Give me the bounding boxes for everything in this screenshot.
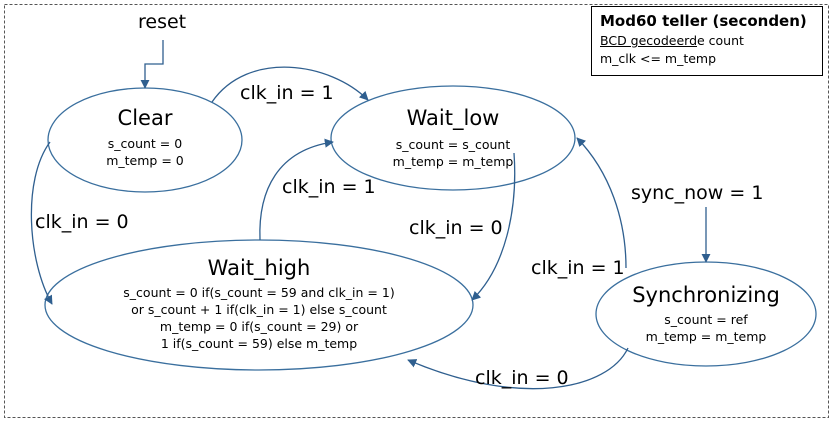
label-wait-low-to-wait-high: clk_in = 0: [409, 217, 503, 239]
arrow-clear-to-wait-low: [211, 66, 369, 103]
reset-label: reset: [138, 11, 187, 33]
legend-line-1: BCD gecodeerde count: [600, 32, 814, 50]
arrow-wait-high-to-wait-low: [259, 138, 334, 241]
state-clear-line-1: s_count = 0: [107, 136, 183, 151]
label-sync-to-wait-high: clk_in = 0: [475, 367, 569, 389]
state-clear-line-2: m_temp = 0: [106, 153, 184, 168]
arrow-clear-to-wait-high: [30, 141, 53, 305]
state-synchronizing-title: Synchronizing: [632, 283, 780, 307]
arrow-wait-low-to-wait-high: [471, 152, 516, 301]
label-sync-to-wait-low: clk_in = 1: [531, 257, 625, 279]
legend-box: Mod60 teller (seconden) BCD gecodeerde c…: [591, 6, 823, 76]
state-wait-low-line-1: s_count = s_count: [395, 137, 511, 152]
reset-arrow: [140, 40, 164, 89]
legend-bcd-rest: e count: [697, 33, 744, 48]
arrow-sync-to-wait-low: [576, 137, 627, 269]
arrow-sync-to-wait-high: [407, 347, 629, 390]
state-wait-low-title: Wait_low: [406, 106, 500, 130]
label-wait-high-to-wait-low: clk_in = 1: [282, 176, 376, 198]
state-wait-high-ellipse[interactable]: [44, 239, 474, 371]
legend-title: Mod60 teller (seconden): [600, 12, 807, 30]
state-clear-title: Clear: [117, 106, 173, 130]
outer-frame: [4, 4, 829, 418]
legend-line-2: m_clk <= m_temp: [600, 51, 717, 66]
label-clear-to-wait-low: clk_in = 1: [240, 82, 334, 104]
label-clear-to-wait-high: clk_in = 0: [35, 211, 129, 233]
state-wait-high-line-3: m_temp = 0 if(s_count = 29) or: [159, 319, 359, 334]
state-wait-low-details: s_count = s_count m_temp = m_temp: [373, 136, 533, 170]
state-synchronizing-line-2: m_temp = m_temp: [645, 329, 767, 344]
legend-bcd-underlined: BCD gecodeerd: [600, 33, 697, 48]
sync-now-label: sync_now = 1: [631, 182, 764, 204]
state-wait-high-line-2: or s_count + 1 if(clk_in = 1) else s_cou…: [131, 302, 387, 317]
state-wait-low-line-2: m_temp = m_temp: [392, 154, 514, 169]
state-synchronizing-details: s_count = ref m_temp = m_temp: [641, 311, 771, 345]
state-wait-high-line-4: 1 if(s_count = 59) else m_temp: [160, 336, 358, 351]
state-wait-high-details: s_count = 0 if(s_count = 59 and clk_in =…: [84, 284, 434, 352]
state-synchronizing-line-1: s_count = ref: [664, 312, 748, 327]
state-clear-details: s_count = 0 m_temp = 0: [80, 135, 210, 169]
state-wait-high-title: Wait_high: [207, 256, 311, 280]
state-wait-high-line-1: s_count = 0 if(s_count = 59 and clk_in =…: [123, 285, 395, 300]
